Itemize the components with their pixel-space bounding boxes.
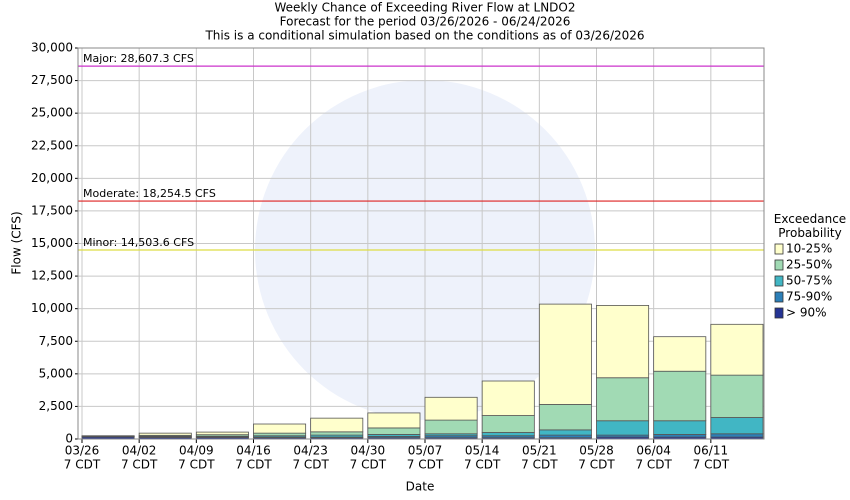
x-tick-label: 7 CDT bbox=[635, 458, 672, 472]
x-tick-label: 04/09 bbox=[179, 444, 214, 458]
legend-label: 50-75% bbox=[786, 274, 832, 288]
chart-subtitle: Forecast for the period 03/26/2026 - 06/… bbox=[280, 15, 571, 29]
x-tick-label: 05/07 bbox=[408, 444, 443, 458]
x-tick-label: 05/28 bbox=[579, 444, 614, 458]
y-tick-label: 20,000 bbox=[31, 171, 73, 185]
bar-segment bbox=[481, 432, 535, 437]
bar-segment bbox=[653, 420, 707, 435]
legend-swatch bbox=[774, 307, 784, 319]
x-tick-label: 7 CDT bbox=[693, 458, 730, 472]
y-tick-label: 25,000 bbox=[31, 106, 73, 120]
x-tick-label: 03/26 bbox=[65, 444, 100, 458]
y-axis-label: Flow (CFS) bbox=[10, 211, 24, 274]
legend-swatch bbox=[774, 243, 784, 255]
chart-title: Weekly Chance of Exceeding River Flow at… bbox=[274, 1, 575, 15]
chart-note: This is a conditional simulation based o… bbox=[204, 29, 644, 43]
y-tick-label: 5,000 bbox=[39, 366, 73, 380]
y-tick-label: 7,500 bbox=[39, 334, 73, 348]
x-tick-label: 7 CDT bbox=[121, 458, 158, 472]
x-tick-label: 7 CDT bbox=[178, 458, 215, 472]
bar-segment bbox=[481, 415, 535, 433]
bar-segment bbox=[424, 396, 478, 421]
y-tick-label: 0 bbox=[65, 432, 73, 446]
bar-segment bbox=[310, 417, 364, 433]
bar-segment bbox=[538, 404, 592, 431]
y-tick-label: 10,000 bbox=[31, 301, 73, 315]
x-tick-label: 7 CDT bbox=[235, 458, 272, 472]
x-tick-label: 7 CDT bbox=[521, 458, 558, 472]
legend-label: 25-50% bbox=[786, 258, 832, 272]
y-tick-label: 30,000 bbox=[31, 41, 73, 55]
threshold-label: Moderate: 18,254.5 CFS bbox=[83, 187, 216, 200]
x-tick-label: 04/30 bbox=[351, 444, 386, 458]
y-tick-label: 22,500 bbox=[31, 138, 73, 152]
x-tick-label: 06/04 bbox=[636, 444, 671, 458]
y-tick-label: 12,500 bbox=[31, 269, 73, 283]
x-tick-label: 05/14 bbox=[465, 444, 500, 458]
legend-label: 75-90% bbox=[786, 290, 832, 304]
bar-segment bbox=[367, 427, 421, 435]
y-tick-label: 2,500 bbox=[39, 399, 73, 413]
bar-segment bbox=[310, 431, 364, 436]
bar-segment bbox=[538, 429, 592, 436]
x-tick-label: 7 CDT bbox=[407, 458, 444, 472]
bar-segment bbox=[195, 431, 249, 436]
legend-label: 10-25% bbox=[786, 242, 832, 256]
x-tick-label: 06/11 bbox=[694, 444, 729, 458]
bar-segment bbox=[596, 305, 650, 379]
y-tick-label: 27,500 bbox=[31, 73, 73, 87]
bar-segment bbox=[710, 323, 764, 376]
bar-segment bbox=[596, 420, 650, 436]
threshold-label: Major: 28,607.3 CFS bbox=[83, 52, 194, 65]
bar-segment bbox=[653, 336, 707, 372]
x-tick-label: 7 CDT bbox=[64, 458, 101, 472]
bar-segment bbox=[538, 303, 592, 405]
bar-segment bbox=[710, 433, 764, 438]
x-tick-label: 04/23 bbox=[293, 444, 328, 458]
bar-segment bbox=[653, 370, 707, 422]
bar-segment bbox=[253, 423, 307, 434]
legend-swatch bbox=[774, 291, 784, 303]
bar-segment bbox=[367, 412, 421, 429]
bar-segment bbox=[596, 377, 650, 422]
bar-segment bbox=[710, 374, 764, 418]
x-tick-label: 7 CDT bbox=[578, 458, 615, 472]
y-tick-label: 17,500 bbox=[31, 203, 73, 217]
x-tick-label: 04/16 bbox=[236, 444, 271, 458]
x-tick-label: 04/02 bbox=[122, 444, 157, 458]
bar-segment bbox=[710, 417, 764, 435]
x-tick-label: 05/21 bbox=[522, 444, 557, 458]
legend-swatch bbox=[774, 259, 784, 271]
x-tick-label: 7 CDT bbox=[464, 458, 501, 472]
bar-segment bbox=[424, 419, 478, 435]
y-tick-label: 15,000 bbox=[31, 236, 73, 250]
bar-segment bbox=[138, 432, 192, 436]
legend-swatch bbox=[774, 275, 784, 287]
threshold-label: Minor: 14,503.6 CFS bbox=[83, 236, 194, 249]
legend-title: Exceedance Probability bbox=[773, 212, 847, 240]
x-tick-label: 7 CDT bbox=[350, 458, 387, 472]
plot-border bbox=[77, 47, 765, 440]
x-tick-label: 7 CDT bbox=[292, 458, 329, 472]
legend-label: > 90% bbox=[786, 306, 827, 320]
x-axis-label: Date bbox=[406, 480, 435, 494]
bar-segment bbox=[481, 380, 535, 416]
